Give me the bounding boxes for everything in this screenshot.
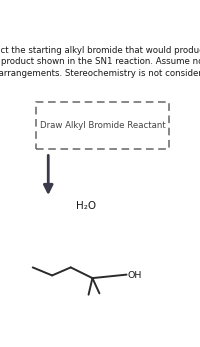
Text: H₂O: H₂O: [76, 201, 96, 211]
Text: OH: OH: [127, 271, 142, 280]
Text: Draw Alkyl Bromide Reactant: Draw Alkyl Bromide Reactant: [40, 121, 165, 130]
Text: Predict the starting alkyl bromide that would produce the
product shown in the S: Predict the starting alkyl bromide that …: [0, 46, 200, 78]
